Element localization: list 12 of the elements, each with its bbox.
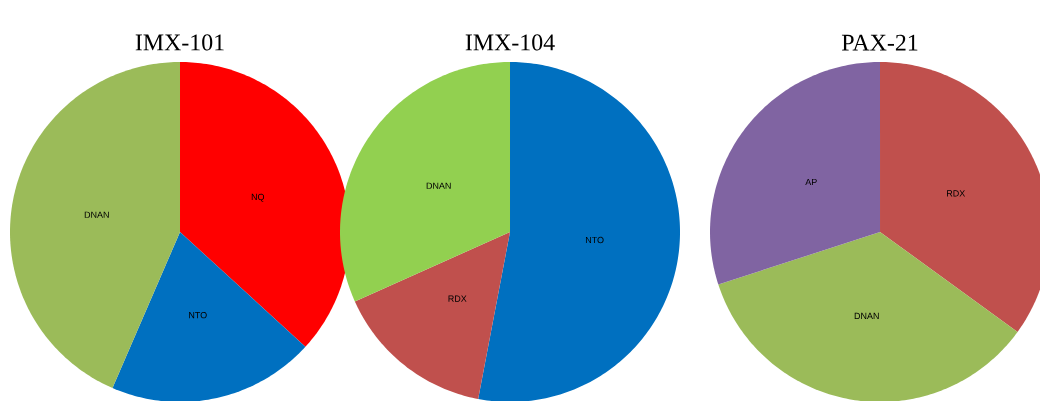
slice-label: NTO <box>585 236 604 244</box>
slice-label: DNAN <box>854 312 879 320</box>
slice-label: RDX <box>448 295 467 302</box>
slice-label: DNAN <box>84 211 109 218</box>
slice-label: NTO <box>189 311 207 319</box>
chart-title: IMX-101 <box>135 34 224 51</box>
chart-title: IMX-104 <box>465 34 555 51</box>
slice-label: RDX <box>947 190 966 197</box>
chart-title: PAX-21 <box>841 34 918 51</box>
slice-label: DNAN <box>426 182 451 189</box>
slice-label: AP <box>805 178 817 186</box>
slice-label: NQ <box>251 193 265 202</box>
